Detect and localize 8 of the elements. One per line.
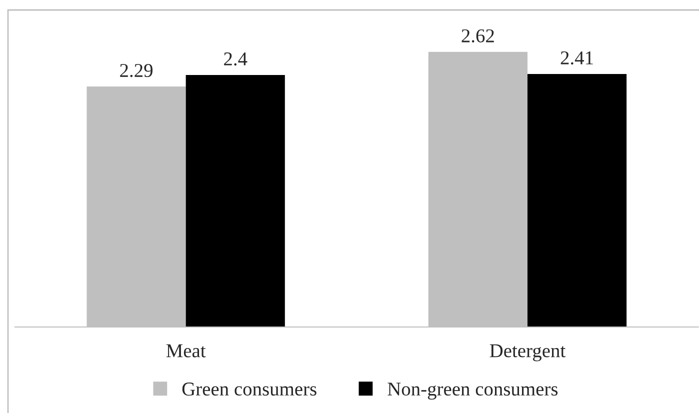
data-label: 2.29 xyxy=(120,64,153,78)
data-label: 2.41 xyxy=(560,51,593,65)
data-label: 2.62 xyxy=(462,29,494,42)
legend-label: Green consumers xyxy=(182,382,316,396)
data-label: 2.4 xyxy=(224,52,248,66)
x-tick-label: Meat xyxy=(166,344,206,358)
x-tick-label: Detergent xyxy=(490,344,566,362)
legend-label: Non-green consumers xyxy=(388,382,558,400)
